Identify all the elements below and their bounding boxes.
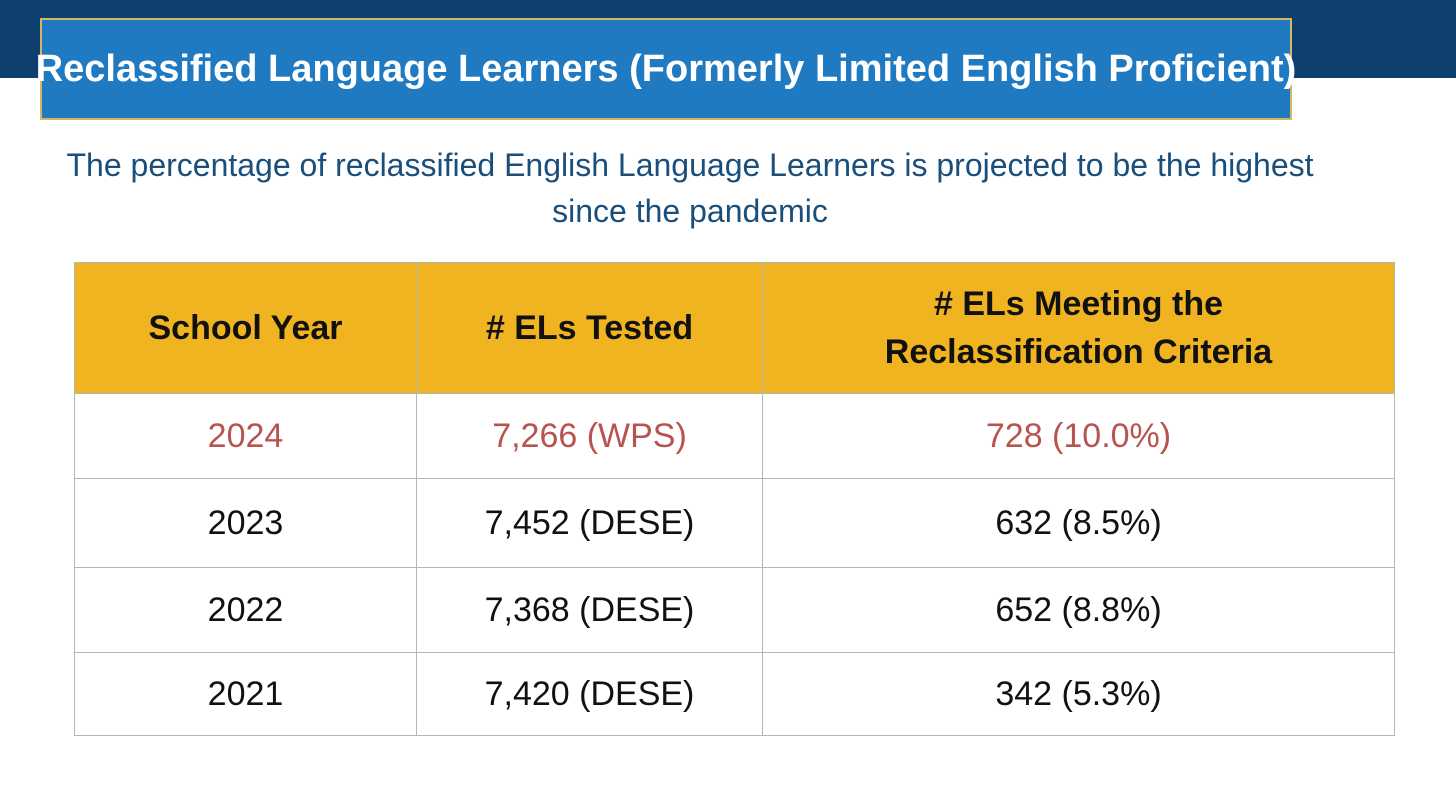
page-subtitle: The percentage of reclassified English L… — [0, 142, 1380, 234]
cell-year: 2023 — [74, 478, 417, 568]
header-school-year: School Year — [74, 262, 417, 394]
cell-meeting: 342 (5.3%) — [762, 652, 1395, 736]
subtitle-line-2: since the pandemic — [552, 193, 828, 229]
table-header-row: School Year # ELs Tested # ELs Meeting t… — [74, 262, 1395, 394]
header-els-meeting: # ELs Meeting the Reclassification Crite… — [762, 262, 1395, 394]
table-row: 2021 7,420 (DESE) 342 (5.3%) — [74, 652, 1395, 736]
cell-year: 2022 — [74, 567, 417, 653]
cell-year: 2021 — [74, 652, 417, 736]
table-row: 2022 7,368 (DESE) 652 (8.8%) — [74, 567, 1395, 653]
header-els-meeting-line-1: # ELs Meeting the — [933, 285, 1224, 323]
cell-meeting: 652 (8.8%) — [762, 567, 1395, 653]
table-row: 2024 7,266 (WPS) 728 (10.0%) — [74, 393, 1395, 479]
cell-tested: 7,420 (DESE) — [416, 652, 763, 736]
reclassification-table: School Year # ELs Tested # ELs Meeting t… — [74, 262, 1395, 736]
header-els-meeting-line-2: Reclassification Criteria — [884, 333, 1273, 371]
cell-meeting: 728 (10.0%) — [762, 393, 1395, 479]
cell-tested: 7,452 (DESE) — [416, 478, 763, 568]
page-title: Reclassified Language Learners (Formerly… — [35, 47, 1297, 90]
subtitle-line-1: The percentage of reclassified English L… — [66, 147, 1314, 183]
header-els-tested: # ELs Tested — [416, 262, 763, 394]
table-row: 2023 7,452 (DESE) 632 (8.5%) — [74, 478, 1395, 568]
cell-meeting: 632 (8.5%) — [762, 478, 1395, 568]
cell-tested: 7,266 (WPS) — [416, 393, 763, 479]
cell-tested: 7,368 (DESE) — [416, 567, 763, 653]
cell-year: 2024 — [74, 393, 417, 479]
title-banner: Reclassified Language Learners (Formerly… — [36, 18, 1296, 120]
